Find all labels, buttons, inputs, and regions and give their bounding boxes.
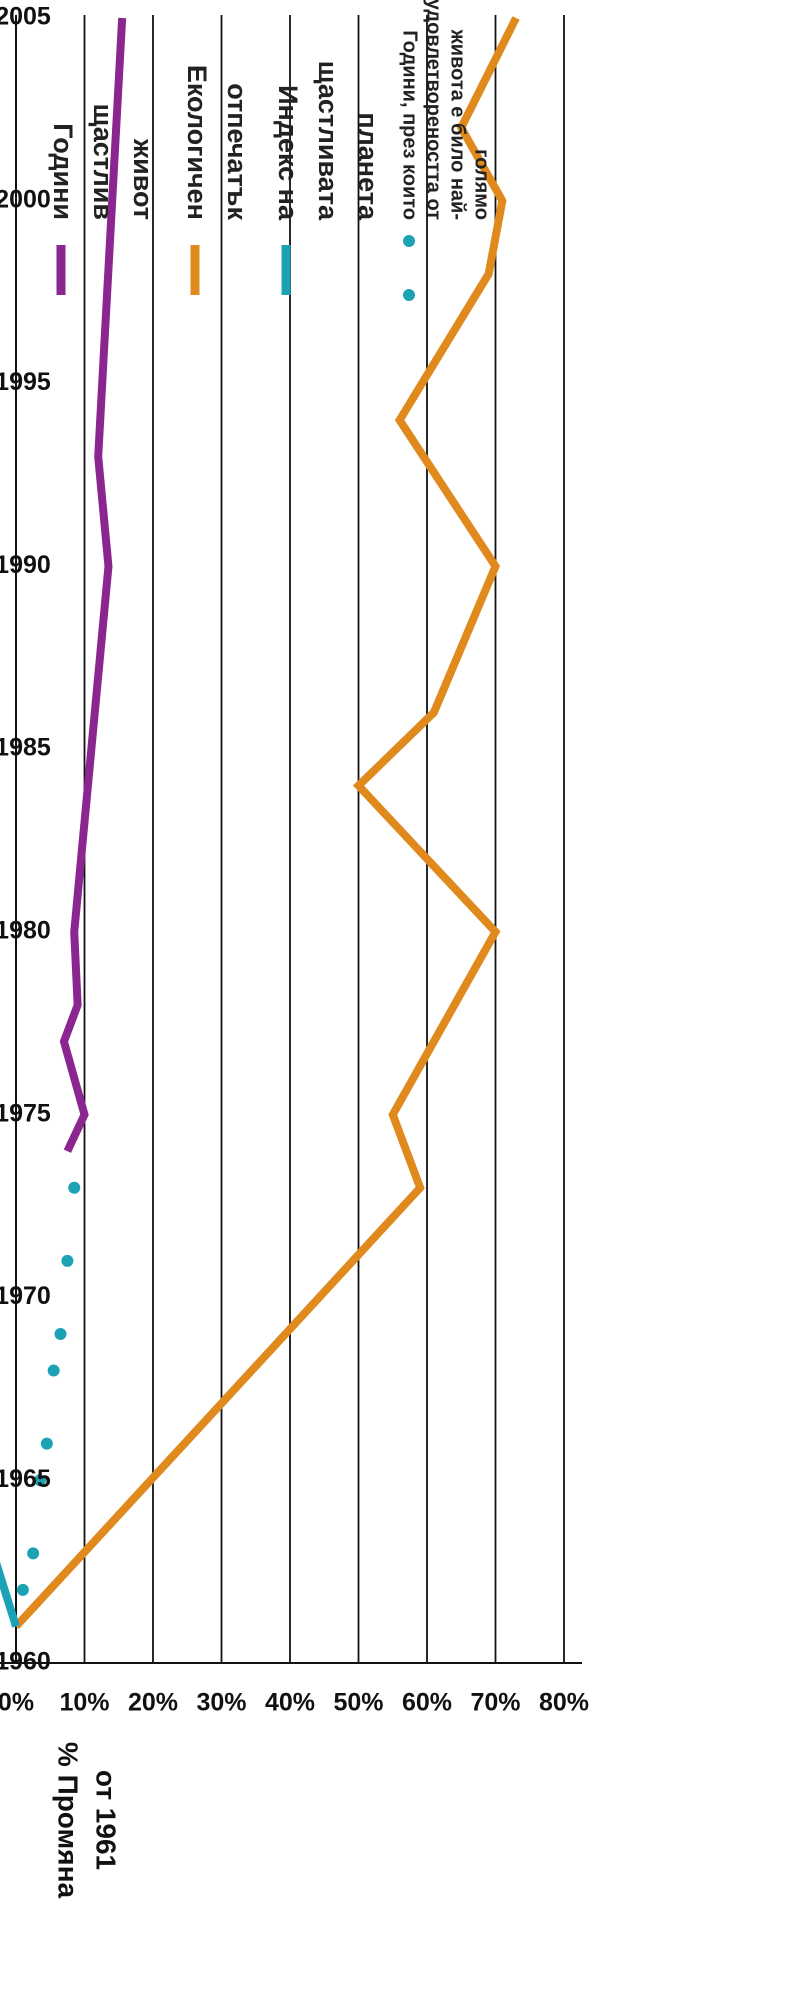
y-tick-label: 0% [0,1689,34,1717]
x-tick-label: 1995 [0,368,51,396]
legend-label-line: живот [128,138,158,220]
y-tick-labels: 80%70%60%50%40%30%20%10%0%-10%-20%-30% [0,1689,589,1717]
grid-layer [15,15,565,1663]
legend-label-line: Години, през които [399,30,421,220]
x-tick-label: 1960 [0,1648,51,1676]
legend-label-line: Екологичен [182,65,212,220]
y-axis-label-line: от 1961 [91,1770,122,1870]
x-tick-label: 2000 [0,185,51,213]
series-dot-point [61,1254,74,1267]
legend-label-line: отпечатък [222,83,252,220]
y-axis-label-line: % Промяна [53,1742,84,1899]
series-line-1 [13,16,520,1630]
legend-item-0: Години щастлив живот [48,104,158,295]
series-dot-point [33,1474,46,1487]
series-line-2 [0,17,20,1628]
x-tick-label: 1965 [0,1465,51,1493]
legend-label-line: голямо [471,149,493,220]
series-dot-point [68,1181,81,1194]
x-tick-label: 1975 [0,1099,51,1127]
series-dot-point [47,1364,60,1377]
y-tick-label: 30% [196,1689,246,1717]
y-tick-label: 10% [59,1689,109,1717]
y-tick-label: 70% [470,1689,520,1717]
legend-label-line: живота е било най- [447,29,469,220]
x-tick-label: 2005 [0,3,51,31]
legend-label-line: планета [353,112,383,221]
series-layer [0,16,520,1630]
series-line-0 [59,17,127,1153]
legend-label-line: удовлетвореността от [423,0,445,220]
x-tick-label: 1990 [0,551,51,579]
axis-layer [0,1662,582,1664]
legend-item-2: Индекс на щастливата планета [273,61,383,295]
rotated-chart-group: 1960 1965 1970 1975 1980 1985 1990 1995 2000 2005… [0,0,589,1899]
series-dot-point [40,1437,53,1450]
legend-dot-icon [403,289,415,301]
x-tick-label: 1980 [0,916,51,944]
legend-item-3: Години, през които удовлетвореността от жи… [399,0,493,301]
x-tick-label: 1970 [0,1282,51,1310]
y-tick-label: 40% [265,1689,315,1717]
x-tick-labels: 1960 1965 1970 1975 1980 1985 1990 1995 2000 2005 [0,3,51,1676]
legend-label-line: щастливата [313,61,343,221]
legend: Години щастлив живот Екологичен отпечатък Инд… [48,0,493,301]
series-dot-point [16,1583,29,1596]
x-tick-label: 1985 [0,734,51,762]
y-tick-label: 50% [333,1689,383,1717]
legend-item-1: Екологичен отпечатък [182,65,252,295]
legend-dot-icon [403,235,415,247]
y-tick-label: 60% [402,1689,452,1717]
series-dot-point [54,1328,67,1340]
legend-label-line: щастлив [88,104,118,220]
y-tick-label: 20% [128,1689,178,1717]
legend-label-line: Индекс на [273,85,303,221]
series-dot-point [27,1547,40,1560]
y-axis-label: % Промяна от 1961 [53,1742,122,1899]
legend-label-line: Години [48,123,78,220]
y-tick-label: 80% [539,1689,589,1717]
